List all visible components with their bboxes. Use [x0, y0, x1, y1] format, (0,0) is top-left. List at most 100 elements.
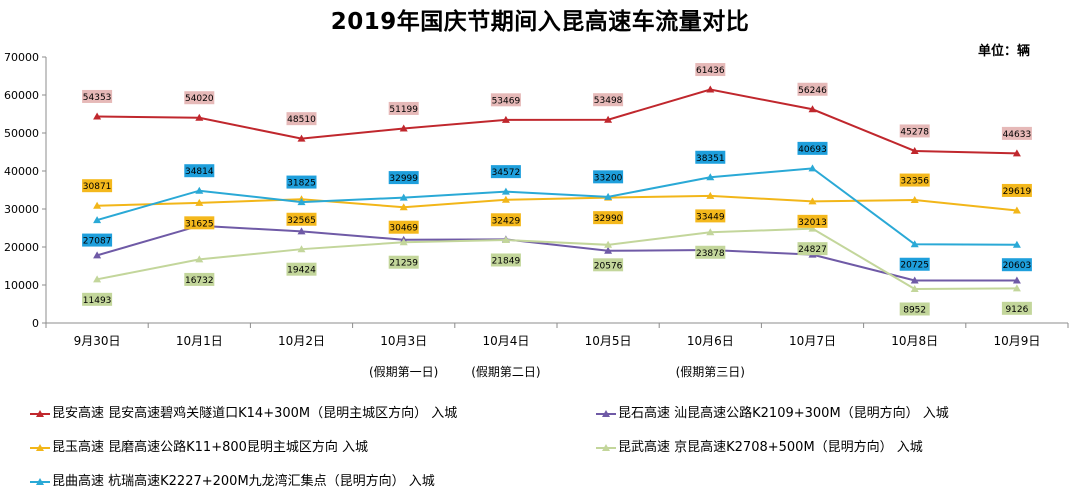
data-label-box: [490, 93, 521, 107]
data-point-marker: [501, 115, 510, 123]
data-label: 61436: [696, 66, 725, 76]
y-tick-label: 20000: [4, 241, 39, 254]
series-line: [97, 194, 1018, 212]
data-label: 44633: [1003, 130, 1032, 140]
data-label: 20576: [594, 261, 623, 271]
data-point-marker: [93, 275, 102, 283]
series-3: [93, 224, 1021, 292]
data-point-marker: [1012, 206, 1021, 214]
data-point-marker: [297, 245, 306, 253]
data-label-box: [593, 93, 624, 107]
data-label-box: [899, 257, 930, 271]
data-point-marker: [399, 238, 408, 246]
x-tick-label: 10月2日: [278, 334, 325, 348]
legend-item-kunshi[interactable]: 昆石高速 汕昆高速公路K2109+300M（昆明方向） 入城: [596, 402, 949, 421]
data-label-box: [593, 211, 624, 225]
data-label: 53498: [594, 96, 623, 106]
data-label: 8952: [903, 305, 926, 315]
y-tick-label: 60000: [4, 89, 39, 102]
x-sub-label: (假期第二日): [471, 365, 540, 379]
y-tick-label: 10000: [4, 279, 39, 292]
data-label-box: [1001, 126, 1032, 140]
legend-item-kunqu[interactable]: 昆曲高速 杭瑞高速K2227+200M九龙湾汇集点（昆明方向） 入城: [30, 470, 435, 489]
data-point-marker: [93, 201, 102, 209]
data-point-marker: [910, 196, 919, 204]
data-label-box: [797, 141, 828, 155]
data-label-box: [1001, 301, 1032, 315]
data-point-marker: [604, 246, 613, 254]
data-label: 23878: [696, 249, 725, 259]
data-label-box: [286, 212, 317, 226]
legend-item-kunan[interactable]: 昆安高速 昆安高速碧鸡关隧道口K14+300M（昆明主城区方向） 入城: [30, 402, 457, 421]
data-label: 30871: [83, 182, 112, 192]
data-label: 32356: [900, 177, 929, 187]
data-point-marker: [195, 186, 204, 194]
data-point-marker: [1012, 149, 1021, 157]
data-point-marker: [399, 124, 408, 132]
data-label: 38351: [696, 154, 725, 164]
data-label: 27087: [83, 237, 112, 247]
data-label-box: [286, 112, 317, 126]
legend-swatch-icon: [30, 477, 50, 485]
data-label-box: [82, 233, 113, 247]
series-line: [96, 224, 1017, 282]
data-point-marker: [910, 240, 919, 248]
legend-swatch-icon: [30, 409, 50, 417]
data-point-marker: [706, 228, 715, 236]
data-label-box: [388, 255, 419, 269]
x-tick-label: 10月5日: [585, 334, 632, 348]
data-label: 53469: [492, 96, 521, 106]
series-1: [93, 221, 1021, 284]
data-label-box: [593, 170, 624, 184]
data-point-marker: [195, 113, 204, 121]
data-label-box: [490, 213, 521, 227]
data-label: 32565: [287, 216, 316, 226]
data-label: 51199: [389, 105, 418, 115]
data-label: 54353: [83, 93, 112, 103]
data-label: 11493: [83, 296, 112, 306]
data-label: 40693: [798, 145, 827, 155]
legend-swatch-icon: [596, 443, 616, 451]
data-label-box: [82, 89, 113, 103]
data-point-marker: [808, 164, 817, 172]
data-label: 20725: [900, 261, 929, 271]
data-point-marker: [501, 195, 510, 203]
data-label-box: [286, 262, 317, 276]
data-label: 32999: [389, 174, 418, 184]
data-label: 20603: [1003, 261, 1032, 271]
data-label-box: [184, 164, 215, 178]
data-label: 32429: [492, 216, 521, 226]
data-point-marker: [1012, 276, 1021, 284]
legend-item-kunwu[interactable]: 昆武高速 京昆高速K2708+500M（昆明方向） 入城: [596, 436, 923, 455]
data-label: 19424: [287, 266, 316, 276]
data-label: 29619: [1003, 187, 1032, 197]
series-line: [96, 227, 1017, 290]
data-label: 30469: [389, 224, 418, 234]
data-label-box: [899, 124, 930, 138]
legend-item-kunyu[interactable]: 昆玉高速 昆磨高速公路K11+800昆明主城区方向 入城: [30, 436, 368, 455]
data-point-marker: [93, 112, 102, 120]
data-label-box: [797, 214, 828, 228]
data-point-marker: [706, 85, 715, 93]
legend-label: 昆武高速 京昆高速K2708+500M（昆明方向） 入城: [618, 440, 923, 455]
data-point-marker: [1012, 240, 1021, 248]
x-tick-label: 10月8日: [891, 334, 938, 348]
data-label: 16732: [185, 276, 214, 286]
data-label-box: [695, 245, 726, 259]
data-point-marker: [910, 146, 919, 154]
data-point-marker: [706, 173, 715, 181]
data-point-marker: [604, 240, 613, 248]
y-tick-label: 50000: [4, 127, 39, 140]
data-label-box: [490, 165, 521, 179]
data-point-marker: [501, 187, 510, 195]
x-tick-label: 9月30日: [74, 334, 121, 348]
data-point-marker: [910, 284, 919, 292]
data-label-box: [184, 91, 215, 105]
data-label-box: [388, 101, 419, 115]
series-0: [93, 85, 1021, 157]
x-tick-label: 10月1日: [176, 334, 223, 348]
data-label-box: [184, 272, 215, 286]
data-point-marker: [195, 255, 204, 263]
data-label: 34572: [492, 168, 521, 178]
